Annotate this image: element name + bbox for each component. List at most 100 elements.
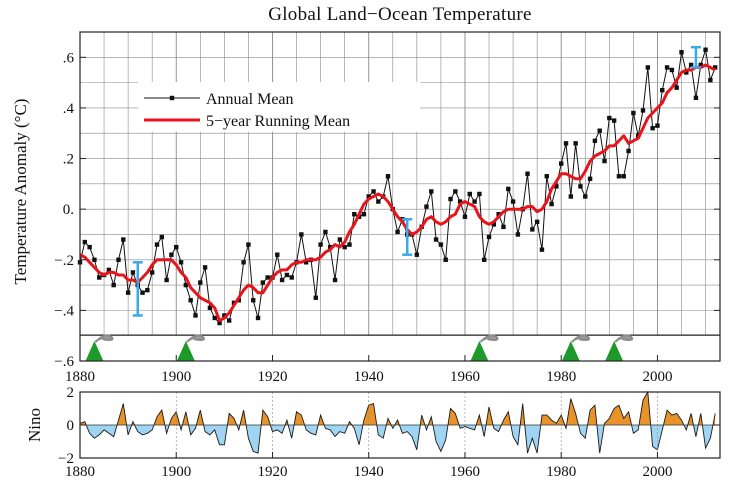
annual-mean-point bbox=[169, 252, 174, 257]
annual-mean-point bbox=[299, 232, 304, 237]
annual-mean-point bbox=[222, 313, 227, 318]
annual-mean-point bbox=[621, 174, 626, 179]
annual-mean-point bbox=[347, 242, 352, 247]
annual-mean-point bbox=[303, 260, 309, 265]
annual-mean-point bbox=[626, 148, 631, 154]
y-tick-label: 0. bbox=[63, 202, 74, 218]
annual-mean-point bbox=[703, 47, 708, 52]
annual-mean-point bbox=[534, 219, 540, 225]
annual-mean-point bbox=[688, 62, 694, 68]
annual-mean-point bbox=[477, 191, 482, 197]
nino-y-tick-label: 0 bbox=[67, 418, 75, 434]
annual-mean-point bbox=[669, 67, 675, 73]
y-tick-label: −.2 bbox=[54, 253, 74, 269]
volcano-marker bbox=[85, 341, 104, 361]
top-grid bbox=[80, 32, 720, 336]
annual-mean-point bbox=[611, 118, 617, 123]
nino-x-tick-label: 1880 bbox=[65, 464, 95, 480]
annual-mean-point bbox=[255, 315, 261, 321]
annual-mean-point bbox=[241, 260, 246, 265]
nino-x-tick-label: 2000 bbox=[642, 464, 672, 480]
annual-mean-point bbox=[125, 290, 131, 295]
annual-mean-point bbox=[328, 244, 333, 250]
annual-mean-point bbox=[376, 199, 381, 204]
annual-mean-point bbox=[510, 199, 516, 204]
annual-mean-point bbox=[583, 194, 588, 199]
nino-x-tick-label: 1980 bbox=[546, 464, 576, 480]
annual-mean-point bbox=[438, 242, 444, 247]
annual-mean-point bbox=[597, 128, 602, 133]
top-plot-border bbox=[79, 31, 721, 362]
annual-mean-point bbox=[145, 287, 150, 293]
annual-mean-point bbox=[289, 275, 294, 280]
annual-mean-point bbox=[443, 257, 448, 262]
annual-mean-point bbox=[217, 320, 222, 326]
y-tick-label: .6 bbox=[63, 50, 75, 66]
annual-mean-point bbox=[342, 244, 347, 250]
annual-mean-point bbox=[712, 65, 718, 70]
annual-mean-point bbox=[265, 275, 270, 280]
volcanic-eruption-band bbox=[80, 334, 720, 361]
annual-mean-point bbox=[679, 50, 684, 55]
running-mean-line bbox=[79, 63, 716, 322]
annual-mean-point bbox=[674, 85, 679, 90]
volcano-marker bbox=[470, 341, 489, 361]
annual-mean-point bbox=[429, 189, 434, 194]
annual-mean-point bbox=[602, 158, 607, 164]
annual-mean-point bbox=[106, 267, 112, 273]
x-tick-label: 1880 bbox=[65, 369, 95, 385]
annual-mean-point bbox=[525, 171, 530, 176]
volcano-marker bbox=[561, 341, 580, 361]
annual-mean-point bbox=[97, 275, 102, 280]
annual-mean-point bbox=[462, 214, 468, 219]
annual-mean-point bbox=[279, 277, 285, 283]
legend: Annual Mean 5−year Running Mean bbox=[138, 82, 420, 132]
annual-mean-point bbox=[121, 237, 126, 242]
y-axis-title: Temperature Anomaly (°C) bbox=[11, 99, 30, 285]
annual-mean-point bbox=[592, 138, 598, 144]
annual-mean-point bbox=[207, 305, 213, 311]
annual-mean-point bbox=[178, 260, 184, 265]
nino-index-line bbox=[79, 390, 716, 454]
top-axes: −.6 −.4 −.2 0. .2 .4 .6 1880 1900 1920 1940 1960 198… bbox=[11, 50, 720, 385]
legend-annual-marker bbox=[169, 95, 175, 101]
annual-mean-point bbox=[660, 88, 665, 93]
annual-mean-point bbox=[655, 123, 660, 128]
annual-mean-point bbox=[568, 194, 574, 199]
annual-mean-point bbox=[482, 257, 487, 262]
annual-mean-point bbox=[559, 161, 564, 166]
annual-mean-point bbox=[366, 194, 371, 199]
annual-mean-point bbox=[515, 232, 521, 237]
annual-mean-point bbox=[640, 108, 646, 113]
x-tick-label: 1980 bbox=[546, 369, 576, 385]
nino-fill bbox=[79, 390, 716, 454]
annual-mean-point bbox=[337, 237, 343, 242]
y-tick-label: .2 bbox=[63, 152, 74, 168]
top-plot-frame bbox=[79, 31, 721, 362]
annual-mean-point bbox=[154, 242, 160, 247]
annual-mean-point bbox=[424, 204, 429, 209]
annual-mean-point bbox=[544, 174, 549, 179]
annual-mean-point bbox=[486, 234, 492, 240]
nino-axis-title: Nino bbox=[25, 408, 44, 442]
volcano-marker bbox=[605, 341, 624, 361]
annual-mean-point bbox=[708, 77, 713, 83]
annual-mean-point bbox=[587, 176, 593, 181]
y-tick-label: .4 bbox=[63, 101, 75, 117]
annual-mean-point bbox=[198, 280, 203, 285]
volcano-plume bbox=[479, 334, 499, 343]
annual-mean-point bbox=[111, 282, 116, 288]
annual-mean-point bbox=[323, 229, 328, 235]
annual-mean-point bbox=[183, 282, 189, 288]
annual-mean-point bbox=[433, 237, 439, 242]
x-tick-label: 2000 bbox=[642, 369, 672, 385]
annual-mean-point bbox=[698, 62, 703, 68]
annual-mean-point bbox=[578, 184, 583, 189]
annual-mean-point bbox=[607, 115, 612, 121]
volcano-plume bbox=[94, 334, 114, 343]
annual-mean-point bbox=[616, 174, 622, 179]
x-tick-label: 1940 bbox=[354, 369, 384, 385]
annual-mean-point bbox=[573, 141, 578, 146]
y-tick-label: −.6 bbox=[54, 354, 74, 370]
x-tick-label: 1920 bbox=[257, 369, 287, 385]
